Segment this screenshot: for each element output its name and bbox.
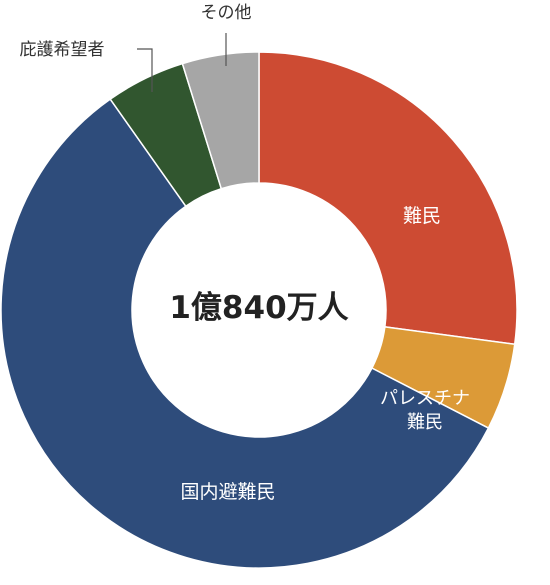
slice-label-2: パレスチナ難民	[380, 388, 470, 433]
slice-1	[258, 51, 518, 346]
slice-3	[0, 98, 490, 569]
slice-label-5: その他	[201, 3, 252, 23]
slice-label-3: 国内避難民	[180, 481, 275, 503]
center-total-label: 1億840万人	[169, 290, 348, 326]
slice-label-4: 庇護希望者	[20, 40, 105, 60]
slice-5	[181, 51, 260, 190]
leader-line-4	[137, 48, 153, 92]
slice-label-1: 難民	[403, 205, 441, 227]
leader-lines	[137, 33, 227, 92]
slices	[0, 51, 518, 569]
